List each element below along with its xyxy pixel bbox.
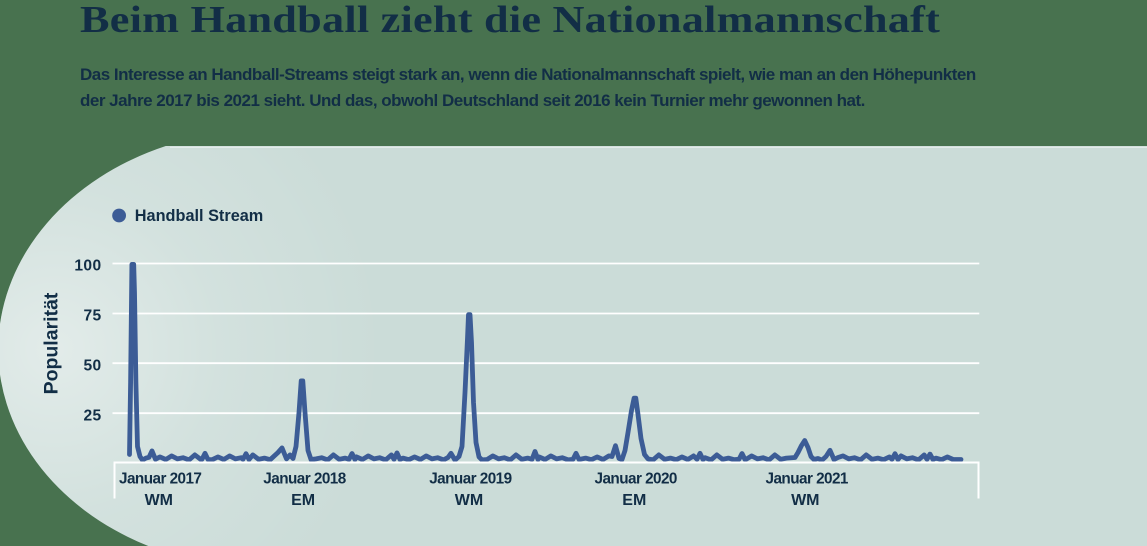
svg-text:75: 75 [83,307,101,324]
svg-text:50: 50 [83,357,101,374]
svg-text:100: 100 [74,257,101,274]
svg-text:WM: WM [145,492,173,509]
svg-text:25: 25 [83,408,101,425]
svg-text:Januar 2019: Januar 2019 [429,470,511,487]
svg-text:WM: WM [791,492,819,509]
svg-text:WM: WM [455,492,483,509]
svg-text:Januar 2017: Januar 2017 [119,470,201,487]
svg-text:EM: EM [622,492,646,509]
svg-text:Januar 2018: Januar 2018 [263,470,346,487]
svg-text:EM: EM [291,492,315,509]
svg-text:Januar 2021: Januar 2021 [766,470,849,487]
svg-text:Handball Stream: Handball Stream [135,207,263,225]
svg-text:Januar 2020: Januar 2020 [595,470,677,487]
svg-text:Popularität: Popularität [41,292,63,394]
